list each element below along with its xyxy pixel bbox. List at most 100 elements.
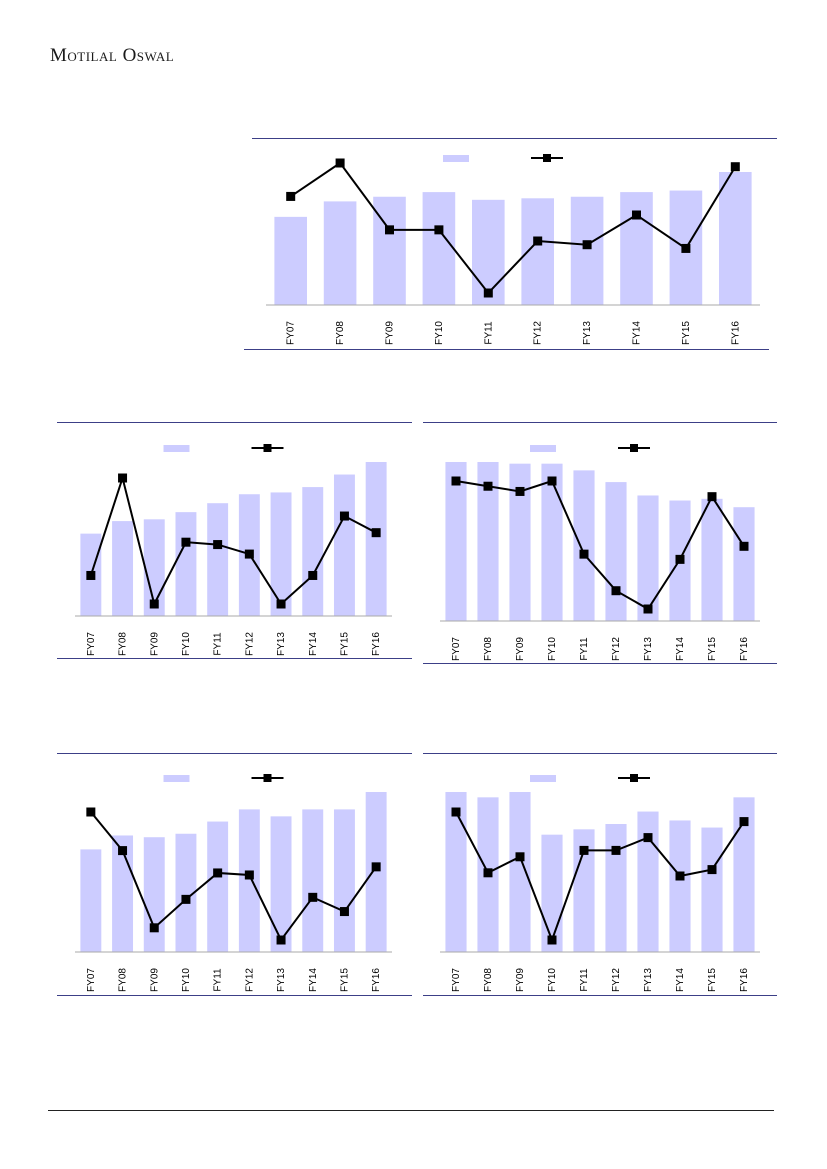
bar (733, 507, 755, 621)
bar (477, 462, 499, 621)
bar (365, 792, 387, 952)
line-point (451, 476, 461, 486)
line-point (118, 846, 128, 856)
chart-5: FY07 FY08 FY09 FY10 FY11 FY12 FY13 FY14 FY15 FY16 (440, 774, 760, 992)
line-point (213, 868, 223, 878)
line-point (276, 599, 286, 609)
line-point (547, 935, 557, 945)
bar (637, 811, 659, 952)
line-point (181, 537, 191, 547)
x-tick-label: FY08 (118, 632, 129, 656)
bar (701, 827, 723, 952)
x-tick-label: FY14 (675, 637, 686, 661)
line-series (455, 811, 745, 943)
bar (718, 172, 752, 305)
bar (637, 495, 659, 621)
bar (445, 462, 467, 621)
legend-bar-swatch (163, 775, 190, 782)
line-point (730, 162, 740, 172)
line-point (308, 892, 318, 902)
bar (207, 821, 229, 952)
x-tick-label: FY13 (582, 321, 593, 345)
legend-bar-swatch (163, 445, 190, 452)
line-point (515, 852, 525, 862)
bar (605, 824, 627, 952)
x-tick-label: FY15 (707, 968, 718, 992)
x-tick-label: FY14 (675, 968, 686, 992)
x-tick-label: FY07 (86, 632, 97, 656)
line-point (335, 158, 345, 168)
chart-4-top-rule (57, 753, 412, 754)
x-tick-label: FY16 (730, 321, 741, 345)
line-point (707, 865, 717, 875)
chart-4: FY07 FY08 FY09 FY10 FY11 FY12 FY13 FY14 FY15 FY16 (75, 774, 392, 992)
x-tick-label: FY15 (339, 632, 350, 656)
x-tick-label: FY15 (707, 637, 718, 661)
chart-2-top-rule (57, 422, 412, 423)
x-tick-label: FY13 (643, 637, 654, 661)
x-tick-label: FY12 (244, 968, 255, 992)
line-point (579, 845, 589, 855)
x-tick-label: FY11 (213, 632, 224, 656)
line-point (434, 225, 444, 235)
x-tick-label: FY12 (611, 968, 622, 992)
chart-5-bottom-rule (423, 995, 777, 996)
x-tick-label: FY10 (547, 637, 558, 661)
chart-3-bottom-rule (423, 663, 777, 664)
bar (175, 512, 197, 616)
x-tick-label: FY11 (579, 968, 590, 992)
line-point (533, 236, 543, 246)
bar (238, 809, 260, 952)
x-tick-label: FY09 (149, 632, 160, 656)
x-tick-label: FY07 (286, 321, 297, 345)
x-tick-label: FY16 (371, 968, 382, 992)
line-point (611, 586, 621, 596)
bar (175, 833, 197, 952)
legend-bar-swatch (530, 775, 556, 782)
line-point (371, 862, 381, 872)
x-tick-label: FY11 (483, 321, 494, 345)
line-point (675, 554, 685, 564)
legend-line-marker (543, 154, 551, 162)
bar (570, 196, 604, 305)
chart-1: FY07 FY08 FY09 FY10 FY11 FY12 FY13 FY14 FY15 FY16 (266, 154, 760, 345)
footer-rule (48, 1110, 774, 1111)
x-tick-label: FY11 (579, 637, 590, 661)
line-point (451, 807, 461, 817)
chart-2-bottom-rule (57, 658, 412, 659)
bar (302, 487, 324, 616)
line-point (339, 511, 349, 521)
line-point (643, 604, 653, 614)
line-point (707, 492, 717, 502)
x-tick-label: FY08 (483, 968, 494, 992)
line-point (483, 288, 493, 298)
line-point (681, 243, 691, 253)
bar (274, 216, 308, 305)
line-point (213, 540, 223, 550)
x-tick-label: FY10 (181, 632, 192, 656)
x-tick-label: FY07 (86, 968, 97, 992)
line-point (675, 871, 685, 881)
x-tick-label: FY13 (276, 632, 287, 656)
line-point (181, 894, 191, 904)
chart-3-top-rule (423, 422, 777, 423)
chart-4-bottom-rule (57, 995, 412, 996)
bar (302, 809, 324, 952)
x-tick-label: FY16 (739, 968, 750, 992)
x-tick-label: FY15 (681, 321, 692, 345)
legend-line-marker (263, 444, 272, 452)
line-point (582, 240, 592, 250)
bar (445, 792, 467, 952)
x-tick-label: FY14 (632, 321, 643, 345)
bar (270, 492, 292, 616)
x-tick-label: FY12 (611, 637, 622, 661)
line-point (483, 868, 493, 878)
x-tick-label: FY07 (451, 637, 462, 661)
line-point (308, 570, 318, 580)
legend-bar-swatch (443, 155, 469, 162)
bar (207, 503, 229, 616)
line-point (739, 817, 749, 827)
x-tick-label: FY10 (434, 321, 445, 345)
line-point (339, 907, 349, 917)
x-tick-label: FY08 (118, 968, 129, 992)
